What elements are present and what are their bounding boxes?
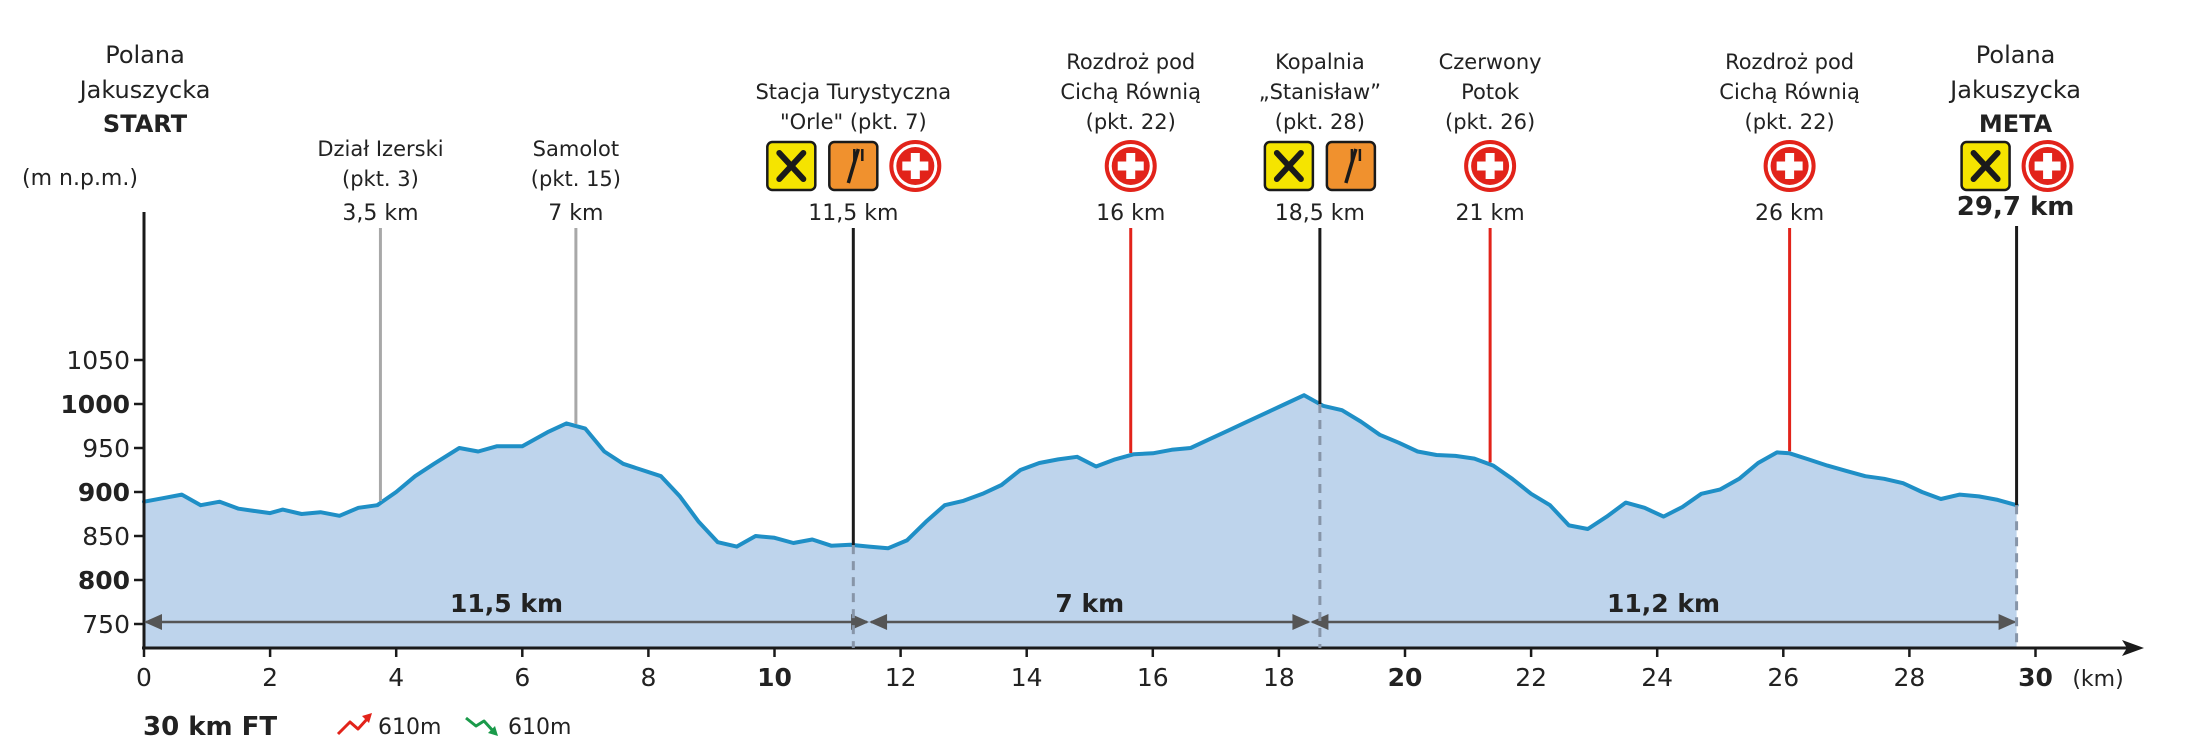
waypoint-distance: 26 km: [1755, 201, 1824, 226]
x-tick-label: 10: [757, 663, 792, 692]
descent-icon: [465, 716, 498, 736]
medic-icon: [1763, 140, 1816, 192]
waypoint-name: "Orle" (pkt. 7): [780, 110, 927, 134]
segment-label: 11,2 km: [1607, 589, 1720, 618]
waypoint: 3,5 km Dział Izerski (pkt. 3): [317, 137, 444, 501]
x-tick-label: 18: [1263, 663, 1295, 692]
x-tick-label: 22: [1515, 663, 1547, 692]
waypoint-name: Rozdroż pod: [1725, 50, 1854, 74]
finish-title: META: [1979, 110, 2053, 138]
waypoint-name: (pkt. 28): [1275, 110, 1365, 134]
waypoint-distance: 18,5 km: [1275, 201, 1365, 226]
segment-label: 7 km: [1055, 589, 1124, 618]
waypoint-name: (pkt. 15): [531, 167, 621, 191]
segment-arrow-left: [1310, 614, 1329, 630]
waypoint-name: (pkt. 22): [1745, 110, 1835, 134]
waypoint-name: (pkt. 26): [1445, 110, 1535, 134]
x-axis-label: (km): [2072, 667, 2123, 692]
waypoint-name: Stacja Turystyczna: [755, 80, 951, 104]
x-tick-label: 30: [2018, 663, 2053, 692]
waypoint: 21 km Czerwony Potok (pkt. 26): [1439, 50, 1542, 463]
elevation-line: [142, 393, 2019, 551]
food-icon: [1960, 140, 2011, 192]
waypoint: 26 km Rozdroż pod Cichą Równią (pkt. 22): [1719, 50, 1860, 452]
x-tick-label: 28: [1893, 663, 1925, 692]
x-tick-label: 2: [262, 663, 278, 692]
x-tick-label: 8: [640, 663, 656, 692]
ascent-icon: [336, 713, 372, 736]
start-label: Polana Jakuszycka START: [78, 41, 211, 138]
y-tick-label: 900: [78, 478, 130, 507]
drink-icon: [828, 140, 879, 192]
x-tick-label: 16: [1137, 663, 1169, 692]
waypoint-name: (pkt. 3): [342, 167, 419, 191]
x-axis-arrow: [2122, 640, 2144, 656]
waypoint-name: Samolot: [533, 137, 619, 161]
waypoint-name: Potok: [1461, 80, 1520, 104]
waypoint-distance: 11,5 km: [808, 201, 898, 226]
segment-arrow-right: [1292, 614, 1311, 630]
x-tick-label: 24: [1641, 663, 1673, 692]
waypoint-distance: 21 km: [1456, 201, 1525, 226]
y-tick-label: 1000: [60, 390, 130, 419]
waypoint-name: Rozdroż pod: [1066, 50, 1195, 74]
waypoint-distance: 7 km: [548, 201, 603, 226]
footer: 30 km FT 610m 610m: [143, 712, 571, 742]
start-title: START: [103, 110, 188, 138]
waypoint-name: Dział Izerski: [317, 137, 443, 161]
ascent-value: 610m: [378, 715, 441, 740]
segment-arrow-left: [144, 614, 162, 630]
waypoint: 18,5 km Kopalnia „Stanisław” (pkt. 28): [1259, 50, 1381, 648]
finish-label: Polana Jakuszycka META 29,7 km: [1948, 41, 2081, 648]
y-tick-label: 750: [82, 610, 130, 639]
medic-icon: [1464, 140, 1517, 192]
waypoint-name: Czerwony: [1439, 50, 1542, 74]
segment-label: 11,5 km: [450, 589, 563, 618]
waypoint: 11,5 km Stacja Turystyczna "Orle" (pkt. 7): [755, 80, 951, 648]
start-name-line: Jakuszycka: [78, 76, 211, 104]
waypoint-distance: 16 km: [1096, 201, 1165, 226]
waypoint: 7 km Samolot (pkt. 15): [531, 137, 621, 424]
waypoint-name: (pkt. 22): [1086, 110, 1176, 134]
waypoint-name: „Stanisław”: [1259, 80, 1381, 104]
food-icon: [766, 140, 817, 192]
x-tick-label: 4: [388, 663, 404, 692]
x-tick-label: 6: [514, 663, 530, 692]
x-tick-label: 0: [136, 663, 152, 692]
waypoint: 16 km Rozdroż pod Cichą Równią (pkt. 22): [1060, 50, 1201, 454]
start-name-line: Polana: [105, 41, 185, 69]
y-tick-label: 850: [82, 522, 130, 551]
waypoint-name: Cichą Równią: [1719, 80, 1860, 104]
medic-icon: [1104, 140, 1157, 192]
drink-icon: [1325, 140, 1377, 192]
y-tick-label: 1050: [66, 346, 130, 375]
finish-name-line: Polana: [1976, 41, 2056, 69]
waypoint-name: Kopalnia: [1275, 50, 1365, 74]
y-axis-label: (m n.p.m.): [22, 166, 138, 191]
medic-icon: [2021, 140, 2074, 192]
x-tick-label: 20: [1388, 663, 1423, 692]
waypoint-distance: 3,5 km: [342, 201, 418, 226]
route-label: 30 km FT: [143, 712, 277, 742]
x-tick-label: 26: [1767, 663, 1799, 692]
finish-distance: 29,7 km: [1957, 192, 2075, 222]
y-tick-label: 800: [78, 566, 130, 595]
x-tick-label: 14: [1011, 663, 1043, 692]
waypoint-name: Cichą Równią: [1060, 80, 1201, 104]
segment-arrow-right: [1998, 614, 2017, 630]
segment-arrow-left: [869, 614, 888, 630]
food-icon: [1263, 140, 1315, 192]
finish-name-line: Jakuszycka: [1948, 76, 2081, 104]
x-tick-label: 12: [885, 663, 917, 692]
y-tick-label: 950: [82, 434, 130, 463]
segment-arrow-right: [851, 614, 870, 630]
medic-icon: [889, 140, 942, 192]
descent-value: 610m: [508, 715, 571, 740]
